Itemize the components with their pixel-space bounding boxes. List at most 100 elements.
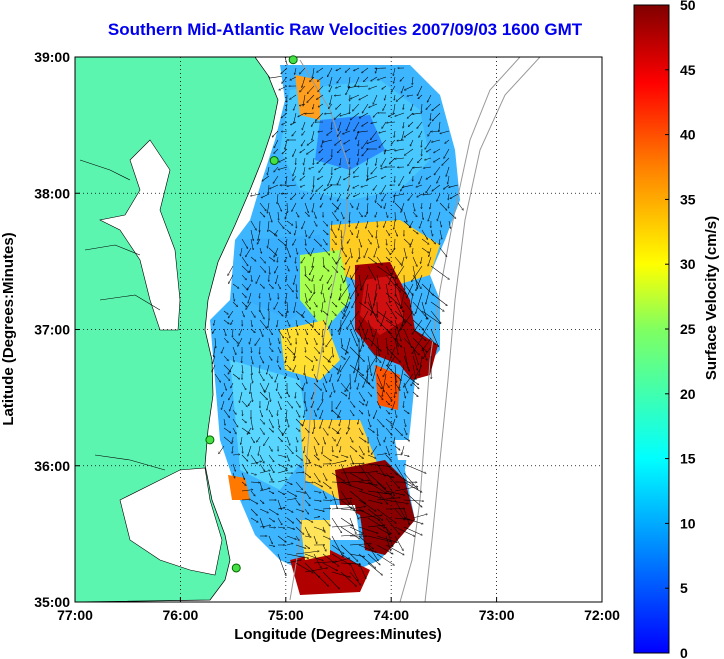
velocity-arrow [349,472,363,480]
velocity-arrow [304,400,307,411]
velocity-arrow [394,256,401,264]
velocity-arrow [313,427,315,434]
velocity-arrow [302,436,306,441]
velocity-arrow [358,139,359,146]
velocity-arrow [232,292,234,301]
velocity-arrow [347,310,360,329]
velocity-arrow [250,229,253,240]
velocity-arrow [241,490,253,492]
velocity-arrow [267,364,270,374]
velocity-arrow [318,103,324,107]
velocity-arrow [329,85,333,92]
velocity-arrow [223,364,231,372]
velocity-arrow [322,427,328,435]
velocity-arrow [358,400,364,405]
velocity-arrow [250,499,258,504]
velocity-arrow [303,418,306,426]
velocity-arrow [286,283,293,292]
velocity-arrow [367,382,373,388]
velocity-arrow [385,472,400,488]
velocity-arrow [295,328,298,335]
velocity-arrow [401,292,405,308]
velocity-arrow [442,157,450,165]
velocity-arrow [304,463,311,465]
velocity-arrow [246,247,252,257]
velocity-arrow [241,292,246,297]
velocity-arrow [373,112,378,117]
velocity-arrow [411,292,414,307]
velocity-arrow [310,247,315,256]
velocity-arrow [338,409,342,418]
velocity-arrow [358,463,372,484]
velocity-arrow [272,130,279,137]
velocity-arrow [286,346,294,355]
velocity-arrow [394,409,397,418]
radar-site-marker [205,435,215,445]
velocity-arrow [368,166,369,177]
velocity-arrow [385,499,408,504]
velocity-arrow [250,265,252,272]
x-tick-label: 75:00 [268,607,304,623]
velocity-arrow [232,373,240,379]
velocity-arrow [277,256,278,262]
radar-site-marker [288,55,298,65]
velocity-arrow [285,139,288,149]
velocity-arrow [317,157,324,164]
velocity-arrow [268,544,275,546]
velocity-vectors [212,68,463,589]
velocity-arrow [317,67,324,72]
velocity-arrow [324,157,333,165]
velocity-arrow [295,454,302,460]
velocity-arrow [403,310,405,326]
velocity-arrow [339,283,351,299]
velocity-arrow [286,400,293,408]
velocity-arrow [223,427,231,433]
velocity-arrow [384,202,387,209]
velocity-arrow [331,472,345,481]
velocity-arrow [322,553,339,566]
velocity-arrow [340,544,358,561]
x-tick-label: 74:00 [373,607,409,623]
velocity-arrow [340,211,344,219]
velocity-arrow [232,346,236,355]
velocity-arrow [292,202,297,211]
velocity-arrow [259,409,262,417]
colorbar-tick-label: 50 [680,0,696,13]
velocity-arrow [332,445,333,452]
velocity-arrow [365,283,369,303]
velocity-arrow [285,373,288,379]
velocity-arrow [385,382,389,387]
velocity-arrow [277,508,285,510]
velocity-arrow [363,373,369,387]
velocity-arrow [432,103,441,111]
velocity-arrow [213,328,216,333]
velocity-arrow [277,400,281,410]
velocity-arrow [426,175,432,179]
velocity-arrow [445,139,450,143]
velocity-arrow [259,508,268,513]
velocity-arrow [349,247,352,258]
velocity-arrow [403,418,406,427]
velocity-arrow [405,85,414,90]
velocity-arrow [424,166,432,168]
velocity-arrow [412,265,423,281]
velocity-arrow [362,139,369,149]
velocity-arrow [394,472,413,485]
velocity-arrow [340,473,363,474]
velocity-arrow [232,427,236,434]
velocity-arrow [385,292,402,308]
velocity-arrow [286,418,289,427]
velocity-arrow [295,463,302,467]
velocity-arrow [345,148,351,152]
velocity-arrow [286,553,309,558]
velocity-arrow [360,328,369,352]
velocity-arrow [329,103,333,108]
velocity-arrow [413,112,423,114]
velocity-arrow [277,391,281,398]
velocity-arrow [268,517,275,522]
velocity-arrow [403,337,419,355]
velocity-arrow [233,436,234,442]
velocity-arrow [322,508,331,509]
colorbar [633,4,670,654]
velocity-arrow [250,256,256,261]
